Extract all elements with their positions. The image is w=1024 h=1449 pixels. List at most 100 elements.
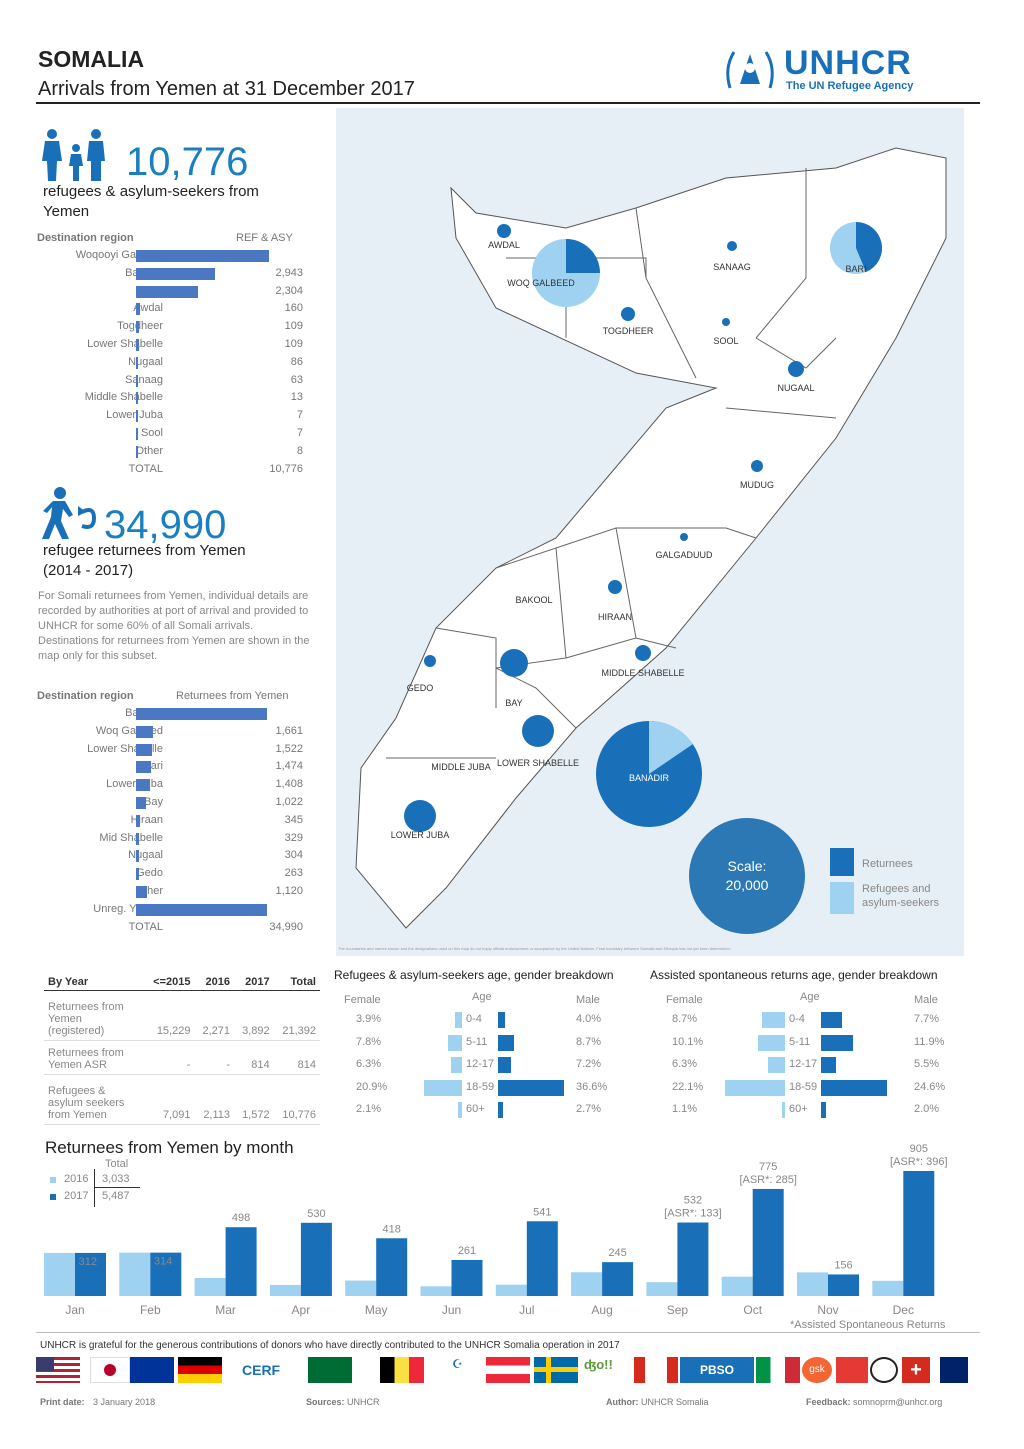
belgium-flag-icon [380,1357,424,1383]
month-tick-label: Nov [817,1303,838,1317]
pyramid-row: 3.9% 0-4 4.0% [334,1012,634,1028]
bar-2017 [903,1171,935,1296]
age-label: 0-4 [789,1013,805,1025]
row-label: Returnees from Yemen (registered) [44,990,144,1041]
bar-value-label: 314 [154,1256,172,1268]
feedback: Feedback: somnoprm@unhcr.org [806,1397,942,1407]
cell: - [144,1040,195,1075]
bar-2017 [752,1188,784,1296]
chart-footnote: *Assisted Spontaneous Returns [790,1319,946,1331]
pyramid-row: 8.7% 0-4 7.7% [650,1012,950,1028]
bar [136,356,139,369]
region-label: SANAAG [713,262,751,272]
female-bar [424,1079,462,1096]
switzerland-flag-icon: + [902,1357,930,1383]
bar-value-label: 530 [307,1208,325,1220]
usa-flag-icon [36,1357,80,1383]
bar-row: Nugaal 86 [3,354,303,372]
returnee-caption: refugee returnees from Yemen [43,542,246,559]
bar-2017 [225,1227,257,1296]
feedback-link[interactable]: somnoprm@unhcr.org [853,1397,943,1407]
male-pct: 4.0% [576,1013,602,1025]
pbso-logo-icon: PBSO [680,1357,754,1383]
male-pct: 24.6% [914,1080,946,1093]
donor-seal-icon [870,1357,898,1383]
bar-value: 304 [284,849,303,862]
cell: 814 [234,1040,274,1075]
feedback-label: Feedback: [806,1397,851,1407]
region-label: BANADIR [629,773,670,783]
bar-label: Sool [140,427,163,439]
total-value: 10,776 [269,462,303,475]
pyramid-row: 6.3% 12-17 5.5% [650,1057,950,1073]
female-pct: 6.3% [356,1058,382,1070]
female-bar [447,1034,462,1051]
sweden-flag-icon [534,1357,578,1383]
male-pct: 8.7% [576,1035,602,1048]
region-label: GALGADUUD [655,550,713,560]
cell: 814 [273,1040,320,1075]
bar [136,374,138,387]
cell: 10,776 [273,1074,320,1125]
region-label: HIRAAN [598,612,632,622]
region-label: NUGAAL [777,383,814,393]
cerf-logo-icon: CERF [222,1357,282,1383]
bar-value: 1,408 [275,778,303,791]
canada-flag-icon [634,1357,678,1383]
bar-value-label: 532 [684,1195,702,1207]
female-pct: 8.7% [672,1013,698,1025]
bar-value-label: 245 [608,1247,626,1259]
age-label: 60+ [466,1103,485,1115]
bar-label: Sanaag [125,373,163,386]
region-label: SOOL [713,336,738,346]
male-pct: 7.7% [914,1013,940,1025]
ret-col-value: Returnees from Yemen [176,690,289,702]
asr-age-pyramid: Assisted spontaneous returns age, gender… [650,966,950,1126]
age-label: 18-59 [466,1080,495,1093]
bar-2017 [75,1252,106,1296]
month-tick-label: Apr [292,1303,311,1317]
logo-name: UNHCR [784,44,912,82]
author-label: Author: [606,1397,639,1407]
female-pct: 20.9% [356,1080,388,1093]
male-bar [498,1057,511,1073]
bar-label: Lower Shabelle [87,338,163,350]
bar-value: 345 [284,813,303,826]
bar-value: 4,967 [275,249,303,261]
cell: 21,392 [273,990,320,1041]
region-label: LOWER JUBA [391,830,450,840]
age-label: 5-11 [466,1035,488,1048]
bar-row: Lower Juba 1,408 [3,776,303,794]
returnee-total: 34,990 [104,503,227,547]
bar-value: 13 [290,391,303,404]
page-subtitle: Arrivals from Yemen at 31 December 2017 [38,78,415,100]
month-tick-label: May [365,1303,388,1317]
age-label: 0-4 [466,1013,482,1025]
bar-value: 63 [290,373,303,386]
sources: Sources: UNHCR [306,1397,380,1407]
bar-2016 [646,1282,678,1296]
print-date: Print date: 3 January 2018 [40,1397,155,1407]
bar [136,339,139,351]
bar-label: Lower Shabelle [87,742,163,755]
age-label: 18-59 [789,1080,818,1093]
legend-returnees: Returnees [862,858,913,870]
table-row: Refugees & asylum seekers from Yemen 7,0… [44,1074,320,1125]
male-bar [821,1102,827,1118]
monthly-bar-chart: 312 Jan 314 Feb 498 Mar 530 Apr 418 May 261 Jun 541 J… [44,1143,948,1317]
table-row: Returnees from Yemen ASR - - 814 814 [44,1040,320,1075]
bar-2016 [872,1280,904,1296]
bar-value: 1,022 [275,796,303,808]
bar [136,814,140,827]
bar-value-label: 312 [79,1256,97,1268]
somalia-map: AWDAL WOQ GALBEED TOGDHEER SANAAG SOOL B… [355,147,947,934]
row-label: Refugees & asylum seekers from Yemen [44,1074,144,1125]
pyramid-row: 20.9% 18-59 36.6% [334,1079,634,1096]
bar-value: 1,120 [275,885,303,897]
bar-value: 12,758 [269,707,303,719]
bar [136,250,269,262]
bar-value: 263 [284,867,303,880]
month-tick-label: Dec [893,1303,914,1317]
pyramid-row: 22.1% 18-59 24.6% [650,1079,950,1096]
legend-total-header: Total [105,1158,129,1170]
